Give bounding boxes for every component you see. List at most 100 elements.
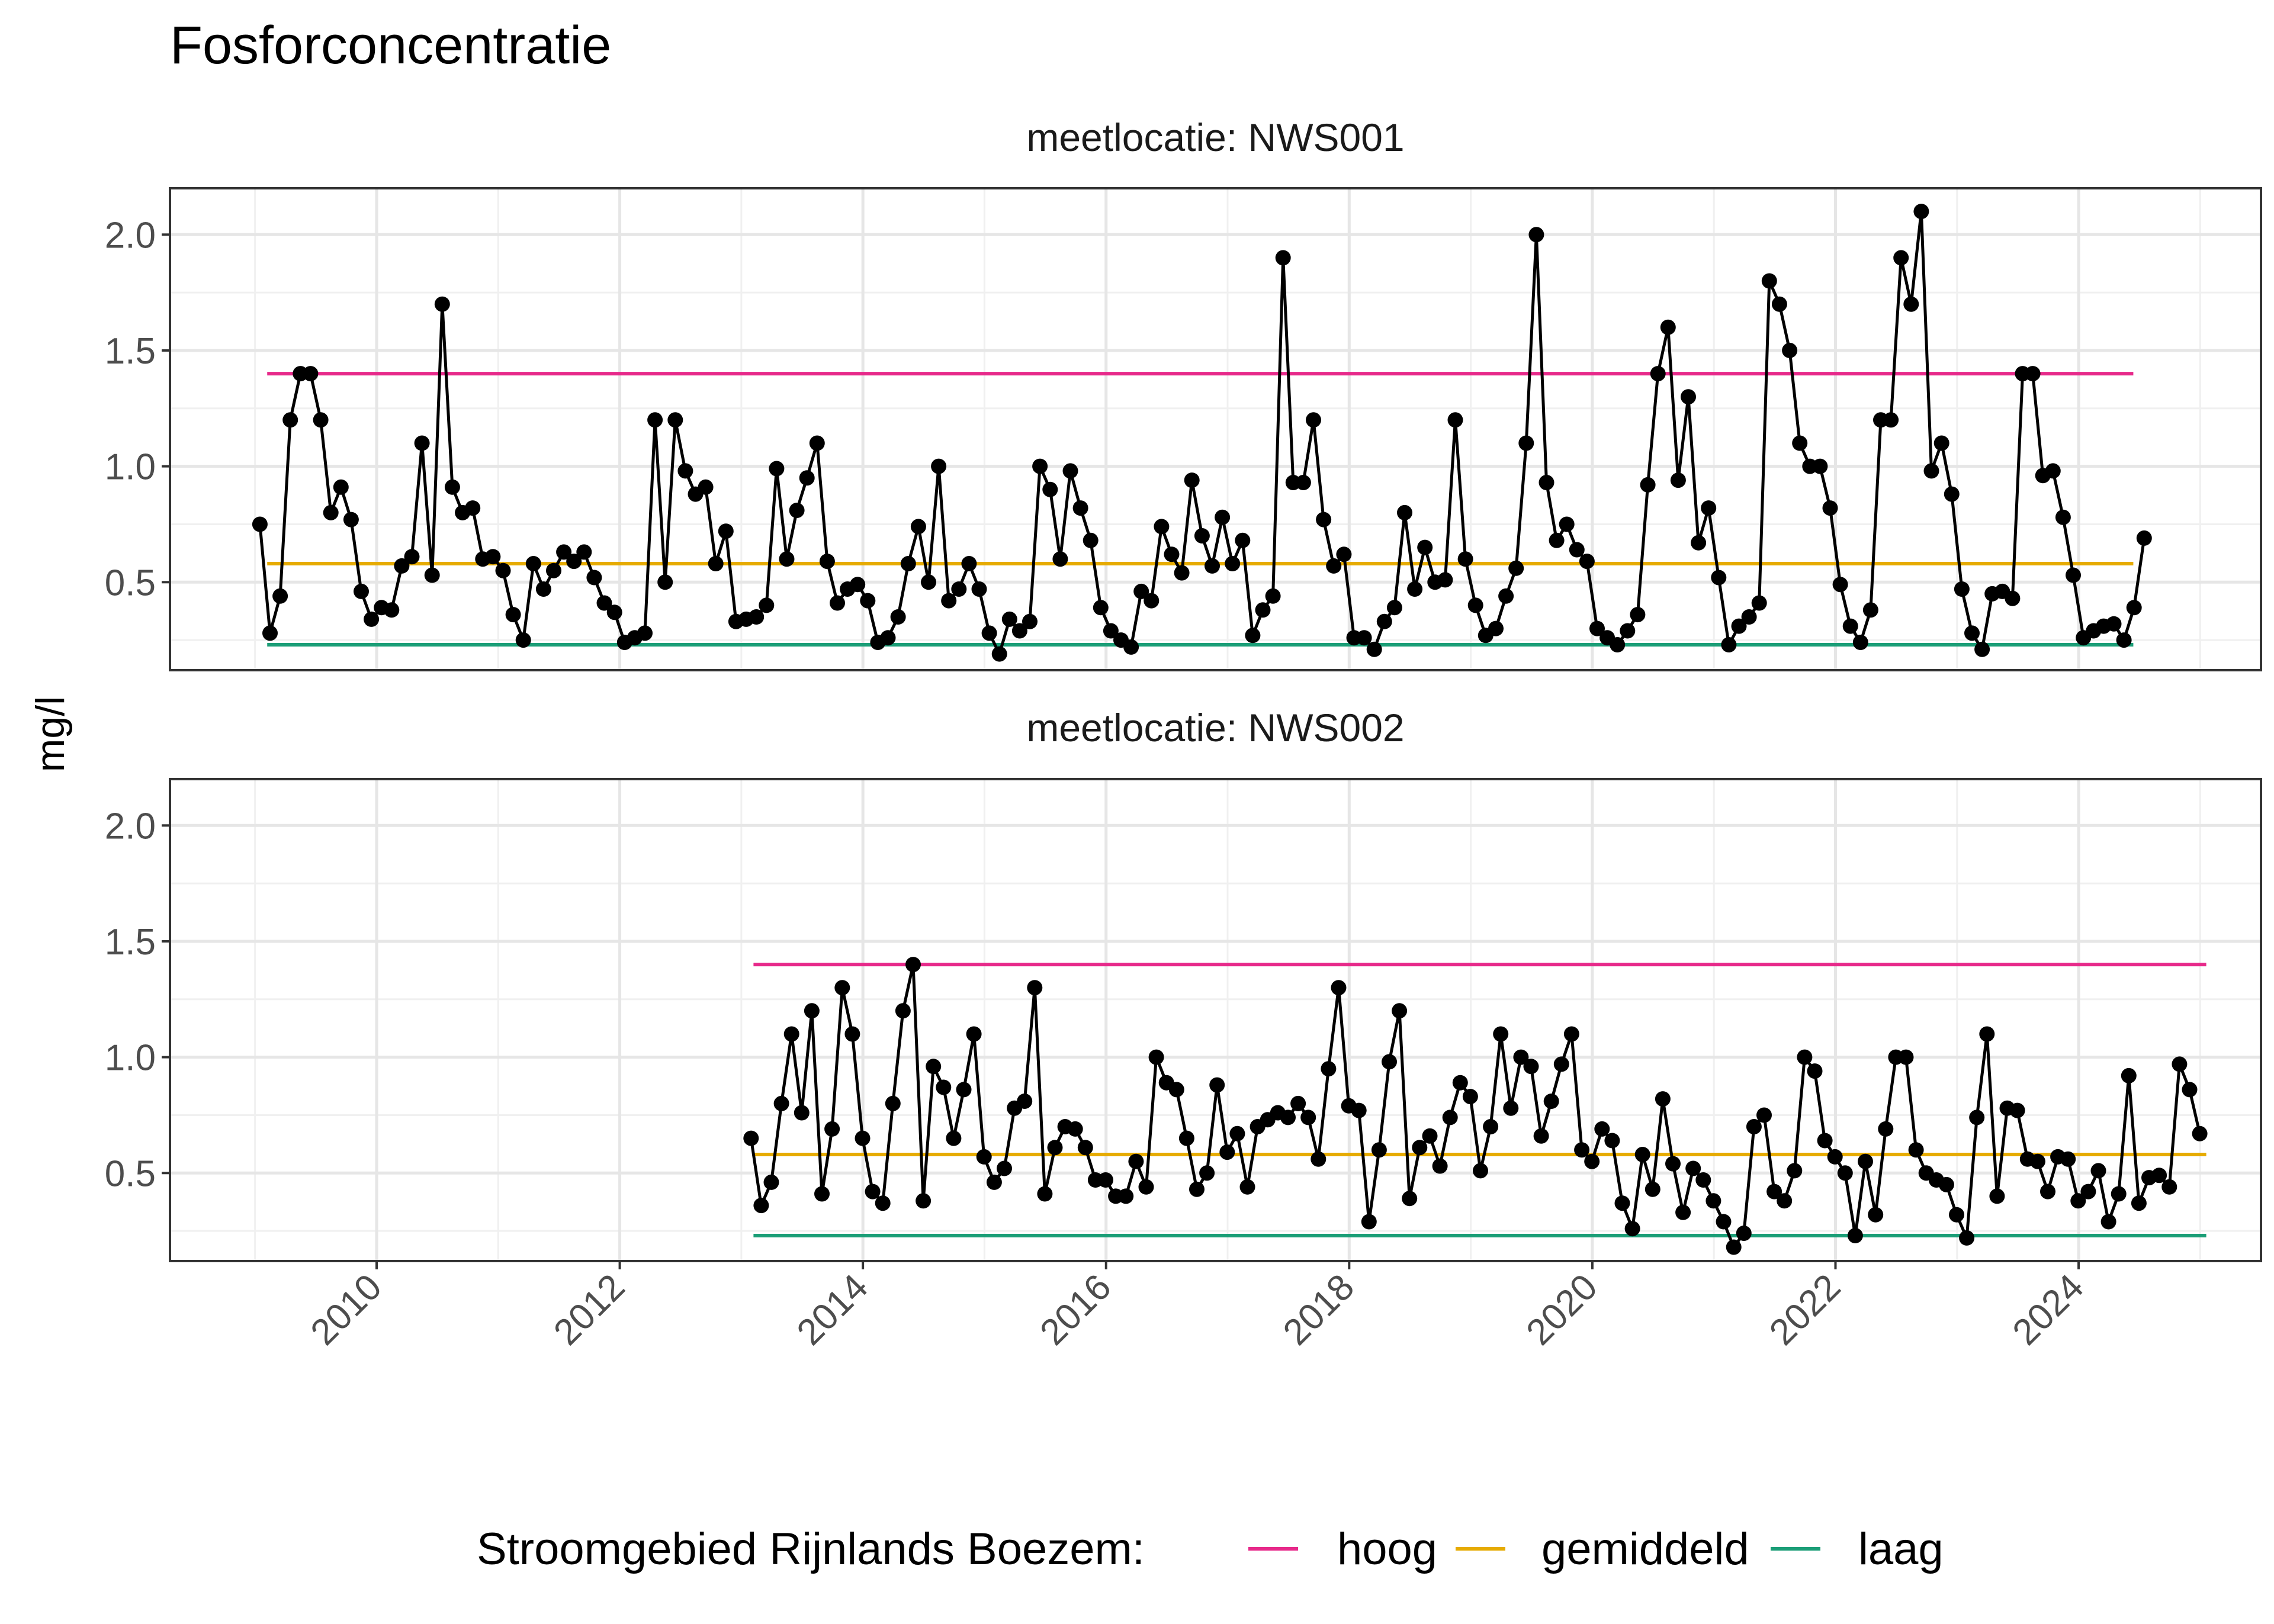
data-point — [956, 1082, 972, 1098]
data-point — [1331, 980, 1347, 996]
data-point — [1771, 296, 1787, 312]
data-point — [272, 588, 288, 604]
data-point — [1144, 593, 1160, 609]
data-point — [2055, 509, 2071, 525]
data-point — [384, 602, 400, 618]
data-point — [1067, 1121, 1083, 1137]
data-point — [1483, 1119, 1499, 1134]
data-point — [1199, 1165, 1215, 1181]
data-point — [1432, 1158, 1448, 1174]
data-point — [556, 544, 572, 560]
y-tick-label: 2.0 — [105, 215, 156, 256]
data-point — [535, 581, 551, 597]
data-point — [1072, 500, 1088, 516]
data-point — [961, 556, 977, 571]
data-point — [1467, 597, 1483, 613]
data-point — [1594, 1121, 1610, 1137]
data-point — [1518, 435, 1534, 451]
data-point — [763, 1174, 779, 1190]
data-point — [1077, 1140, 1093, 1156]
x-tick-label: 2020 — [1518, 1266, 1605, 1353]
data-point — [1675, 1204, 1691, 1220]
data-point — [1620, 623, 1636, 639]
data-point — [434, 296, 450, 312]
y-tick-label: 1.5 — [105, 331, 156, 372]
legend-title: Stroomgebied Rijnlands Boezem: — [477, 1524, 1145, 1574]
data-point — [1442, 1110, 1458, 1125]
data-point — [1549, 532, 1565, 548]
data-point — [1539, 475, 1554, 490]
data-point — [576, 544, 592, 560]
data-point — [1229, 1125, 1245, 1141]
data-point — [1610, 637, 1626, 652]
legend-label-gemiddeld: gemiddeld — [1541, 1524, 1749, 1574]
legend-item-gemiddeld: gemiddeld — [1456, 1524, 1749, 1574]
data-point — [1847, 1228, 1863, 1243]
data-point — [1225, 556, 1241, 571]
legend: Stroomgebied Rijnlands Boezem: hoog gemidd… — [477, 1524, 1944, 1574]
data-point — [1245, 628, 1261, 644]
data-point — [2009, 1102, 2025, 1118]
data-point — [824, 1121, 840, 1137]
x-tick-label: 2022 — [1762, 1266, 1848, 1353]
data-point — [1103, 623, 1119, 639]
data-point — [1665, 1156, 1681, 1172]
data-point — [1959, 1230, 1975, 1246]
data-point — [1812, 458, 1828, 474]
data-point — [424, 567, 440, 583]
data-point — [1311, 1151, 1326, 1167]
data-point — [586, 570, 602, 586]
data-point — [1842, 618, 1858, 634]
x-tick-label: 2014 — [789, 1266, 876, 1353]
data-point — [1706, 1193, 1721, 1209]
data-point — [2070, 1193, 2086, 1209]
data-point — [1716, 1214, 1732, 1230]
data-point — [546, 562, 561, 578]
data-point — [885, 1095, 901, 1111]
panel-1: meetlocatie: NWS001 0.5 1.0 1.5 2.0 — [105, 115, 2262, 671]
data-point — [465, 500, 481, 516]
data-point — [1316, 512, 1332, 528]
data-point — [1422, 1128, 1438, 1144]
data-point — [343, 512, 359, 528]
data-point — [1371, 1142, 1387, 1158]
data-point — [769, 461, 785, 477]
data-point — [1822, 500, 1838, 516]
data-point — [2121, 1067, 2137, 1083]
data-point — [819, 554, 835, 570]
data-point — [1300, 1110, 1316, 1125]
x-tick-label: 2016 — [1032, 1266, 1119, 1353]
x-tick-label: 2018 — [1276, 1266, 1362, 1353]
data-point — [2080, 1184, 2096, 1199]
data-point — [1832, 577, 1848, 593]
data-point — [1579, 554, 1595, 570]
panels: meetlocatie: NWS0010.51.01.52.0meetlocat… — [105, 115, 2262, 1262]
panel-background — [170, 188, 2261, 670]
data-point — [880, 630, 896, 646]
data-point — [2116, 632, 2132, 648]
data-point — [718, 523, 734, 539]
data-point — [1042, 481, 1058, 497]
data-point — [333, 479, 349, 495]
data-point — [794, 1105, 810, 1121]
data-point — [2161, 1179, 2177, 1195]
data-point — [1366, 641, 1382, 657]
data-point — [1979, 1026, 1995, 1042]
data-point — [1123, 639, 1139, 655]
data-point — [804, 1003, 820, 1019]
data-point — [809, 435, 825, 451]
data-point — [313, 412, 329, 428]
data-point — [1321, 1061, 1337, 1077]
data-point — [1969, 1110, 1985, 1125]
data-point — [1777, 1193, 1793, 1209]
data-point — [1614, 1195, 1630, 1211]
data-point — [1457, 551, 1473, 567]
data-point — [606, 604, 622, 620]
data-point — [1498, 588, 1514, 604]
data-point — [1695, 1172, 1711, 1188]
data-point — [855, 1130, 871, 1146]
data-point — [1118, 1188, 1134, 1204]
data-point — [1660, 319, 1676, 335]
data-point — [1685, 1160, 1701, 1176]
